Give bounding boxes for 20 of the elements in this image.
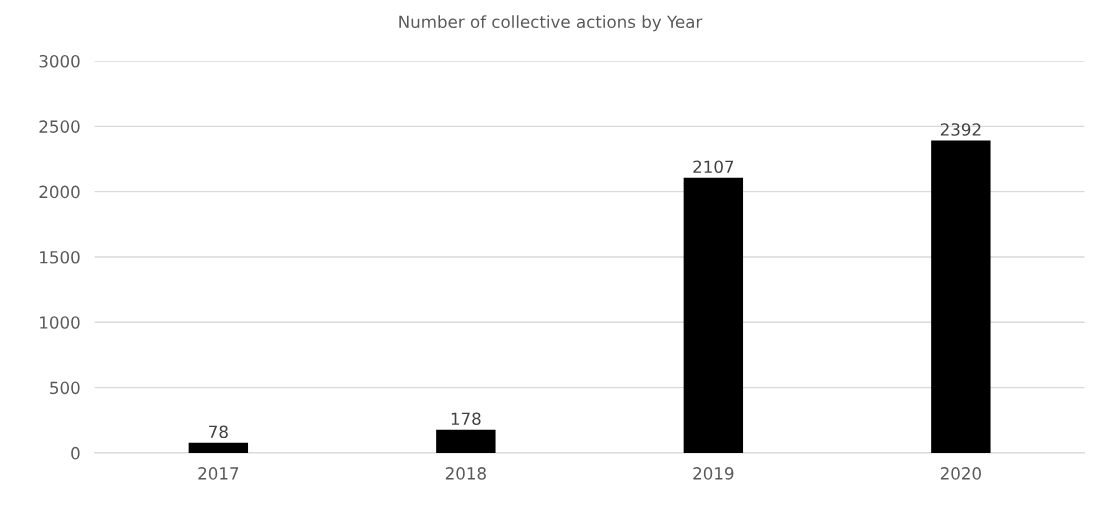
data-label: 2107	[693, 160, 734, 174]
x-tick-label: 2020	[940, 467, 981, 480]
y-tick-label: 1500	[40, 250, 80, 264]
x-tick-label: 2017	[198, 467, 239, 480]
y-tick-label: 500	[50, 381, 80, 395]
y-tick-label: 2500	[39, 120, 80, 133]
y-tick-label: 0	[71, 446, 80, 460]
chart-title: Number of collective actions by Year	[399, 15, 703, 32]
x-tick-label: 2019	[693, 467, 734, 480]
bar	[188, 442, 249, 453]
y-tick-label: 3000	[39, 54, 80, 68]
x-tick-label: 2018	[445, 467, 486, 480]
y-tick-label: 2000	[39, 185, 80, 199]
bar	[436, 429, 496, 453]
y-tick-label: 1000	[40, 316, 80, 329]
data-label: 2392	[940, 123, 981, 136]
data-label: 178	[451, 412, 481, 426]
bar	[931, 140, 991, 453]
data-label: 78	[209, 425, 228, 439]
bar	[683, 177, 744, 453]
